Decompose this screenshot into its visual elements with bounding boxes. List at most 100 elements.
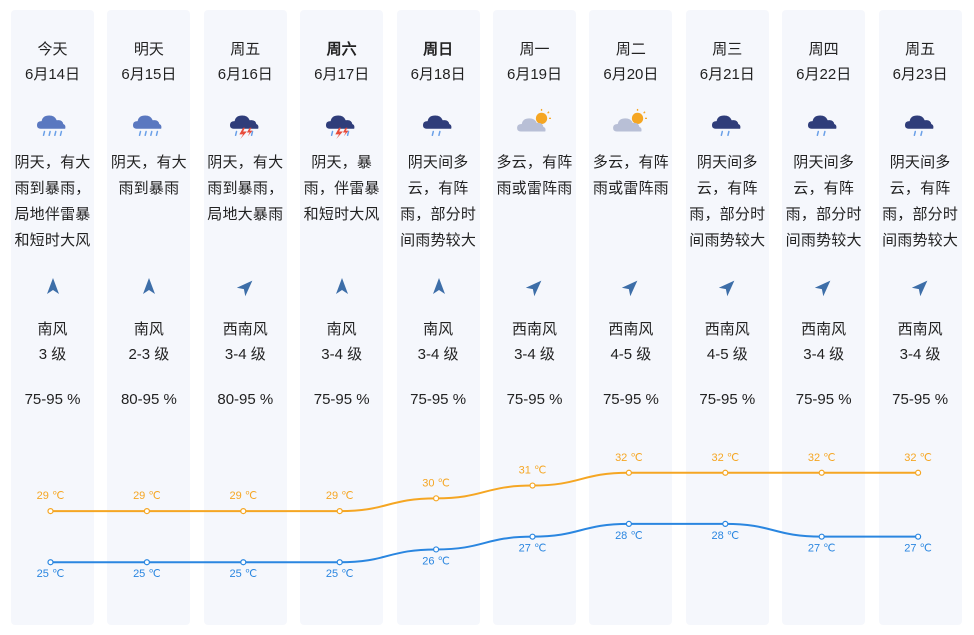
date-label: 6月22日 (796, 66, 852, 83)
humidity: 80-95 % (120, 391, 177, 408)
wind-direction: 西南风 (608, 321, 654, 338)
high-temperature-label: 32 ℃ (711, 452, 739, 464)
low-temperature-label: 26 ℃ (422, 555, 450, 567)
day-label: 周五 (230, 41, 261, 58)
low-temperature-point (240, 559, 247, 566)
low-temperature-point (818, 533, 825, 540)
day-label: 明天 (133, 41, 164, 58)
wind-direction: 南风 (133, 321, 164, 338)
forecast-day-column: 今天 6月14日 阴天，有大雨到暴雨，局地伴雷暴和短时大风 南风 3 级 75-95 % (11, 10, 94, 625)
wind-level: 3-4 级 (417, 346, 459, 363)
high-temperature-label: 30 ℃ (422, 477, 450, 489)
rain-icon (803, 108, 843, 140)
weather-description: 阴天间多云，有阵雨，部分时间雨势较大 (882, 154, 959, 249)
day-label: 今天 (37, 41, 68, 58)
forecast-day-column: 周五 6月23日 阴天间多云，有阵雨，部分时间雨势较大 西南风 3-4 级 75-95 % (878, 10, 962, 625)
rain-icon (418, 108, 458, 140)
low-temperature-label: 28 ℃ (615, 530, 643, 542)
high-temperature-point (47, 508, 54, 515)
date-label: 6月14日 (24, 66, 81, 83)
thunderstorm-icon (321, 108, 361, 140)
high-temperature-label: 29 ℃ (133, 490, 161, 502)
high-temperature-label: 29 ℃ (326, 490, 354, 502)
humidity: 75-95 % (602, 391, 659, 408)
high-temperature-label: 32 ℃ (615, 452, 643, 464)
forecast-day-column: 周六 6月17日 阴天，暴雨，伴雷暴和短时大风 南风 3-4 级 75-95 % (300, 10, 384, 625)
weather-description: 阴天，暴雨，伴雷暴和短时大风 (303, 154, 380, 223)
low-temperature-label: 25 ℃ (229, 568, 257, 580)
wind-level: 3-4 级 (803, 346, 845, 363)
high-temperature-point (914, 469, 922, 476)
northeast-arrow-icon (524, 276, 546, 298)
humidity: 80-95 % (217, 391, 274, 408)
wind-direction: 西南风 (511, 321, 557, 338)
low-temperature-label: 27 ℃ (519, 543, 547, 555)
high-temperature-point (625, 469, 633, 476)
northeast-arrow-icon (813, 276, 835, 298)
low-temperature-label: 25 ℃ (37, 568, 65, 580)
low-temperature-point (722, 520, 729, 527)
high-temperature-label: 32 ℃ (904, 452, 932, 464)
weather-description: 阴天，有大雨到暴雨，局地伴雷暴和短时大风 (14, 154, 91, 249)
wind-direction: 西南风 (222, 321, 268, 338)
forecast-day-column: 周一 6月19日 多云，有阵雨或雷阵雨 西南风 3-4 级 75-95 % (493, 10, 576, 625)
day-label: 周三 (712, 41, 743, 58)
rain-icon (900, 108, 940, 140)
day-label: 周四 (808, 41, 839, 58)
date-label: 6月16日 (217, 66, 273, 83)
day-label: 周二 (615, 41, 646, 58)
low-temperature-label: 28 ℃ (711, 530, 739, 542)
wind-level: 4-5 级 (706, 346, 748, 363)
north-arrow-icon (42, 276, 64, 298)
low-temperature-line (50, 522, 919, 564)
northeast-arrow-icon (235, 276, 257, 298)
forecast-day-column: 周日 6月18日 阴天间多云，有阵雨，部分时间雨势较大 南风 3-4 级 75-95 % (396, 10, 480, 625)
low-temperature-label: 25 ℃ (326, 568, 354, 580)
day-label: 周六 (326, 41, 357, 58)
forecast-day-column: 明天 6月15日阴天，有大雨到暴雨南风 2-3 级 80-95 % (107, 10, 191, 625)
date-label: 6月18日 (410, 66, 466, 83)
day-label: 周五 (905, 41, 936, 58)
high-temperature-label: 29 ℃ (229, 490, 257, 502)
high-temperature-point (143, 508, 150, 515)
low-temperature-label: 27 ℃ (904, 543, 932, 555)
high-temperature-point (433, 495, 440, 502)
date-label: 6月19日 (506, 66, 563, 83)
partly-cloudy-icon (514, 108, 554, 140)
humidity: 75-95 % (410, 391, 467, 408)
wind-level: 2-3 级 (128, 346, 170, 363)
date-label: 6月20日 (603, 66, 659, 83)
partly-cloudy-icon (610, 108, 650, 140)
north-arrow-icon (138, 276, 160, 298)
wind-level: 3-4 级 (321, 346, 363, 363)
date-label: 6月23日 (892, 66, 948, 83)
high-temperature-point (336, 508, 343, 515)
high-temperature-point (240, 508, 247, 515)
low-temperature-label: 27 ℃ (808, 543, 836, 555)
rain-icon (707, 108, 747, 140)
heavy-rain-icon (32, 108, 72, 140)
low-temperature-point (625, 520, 633, 527)
low-temperature-point (433, 546, 440, 553)
weather-description: 阴天间多云，有阵雨，部分时间雨势较大 (400, 154, 477, 249)
low-temperature-point (914, 533, 922, 540)
high-temperature-label: 31 ℃ (519, 465, 547, 477)
low-temperature-point (47, 559, 54, 566)
northeast-arrow-icon (620, 276, 642, 298)
wind-level: 3-4 级 (899, 346, 941, 363)
date-label: 6月15日 (121, 66, 177, 83)
heavy-rain-icon (128, 108, 168, 140)
low-temperature-label: 25 ℃ (133, 568, 161, 580)
weather-description: 阴天，有大雨到暴雨 (110, 154, 187, 197)
wind-level: 3-4 级 (514, 346, 555, 363)
humidity: 75-95 % (699, 391, 756, 408)
high-temperature-point (529, 482, 536, 489)
high-temperature-label: 29 ℃ (37, 490, 65, 502)
thunderstorm-icon (225, 108, 265, 140)
wind-level: 3 级 (38, 346, 67, 363)
low-temperature-point (529, 533, 536, 540)
northeast-arrow-icon (910, 276, 932, 298)
wind-direction: 南风 (423, 321, 454, 338)
humidity: 75-95 % (795, 391, 852, 408)
wind-direction: 西南风 (897, 321, 943, 338)
